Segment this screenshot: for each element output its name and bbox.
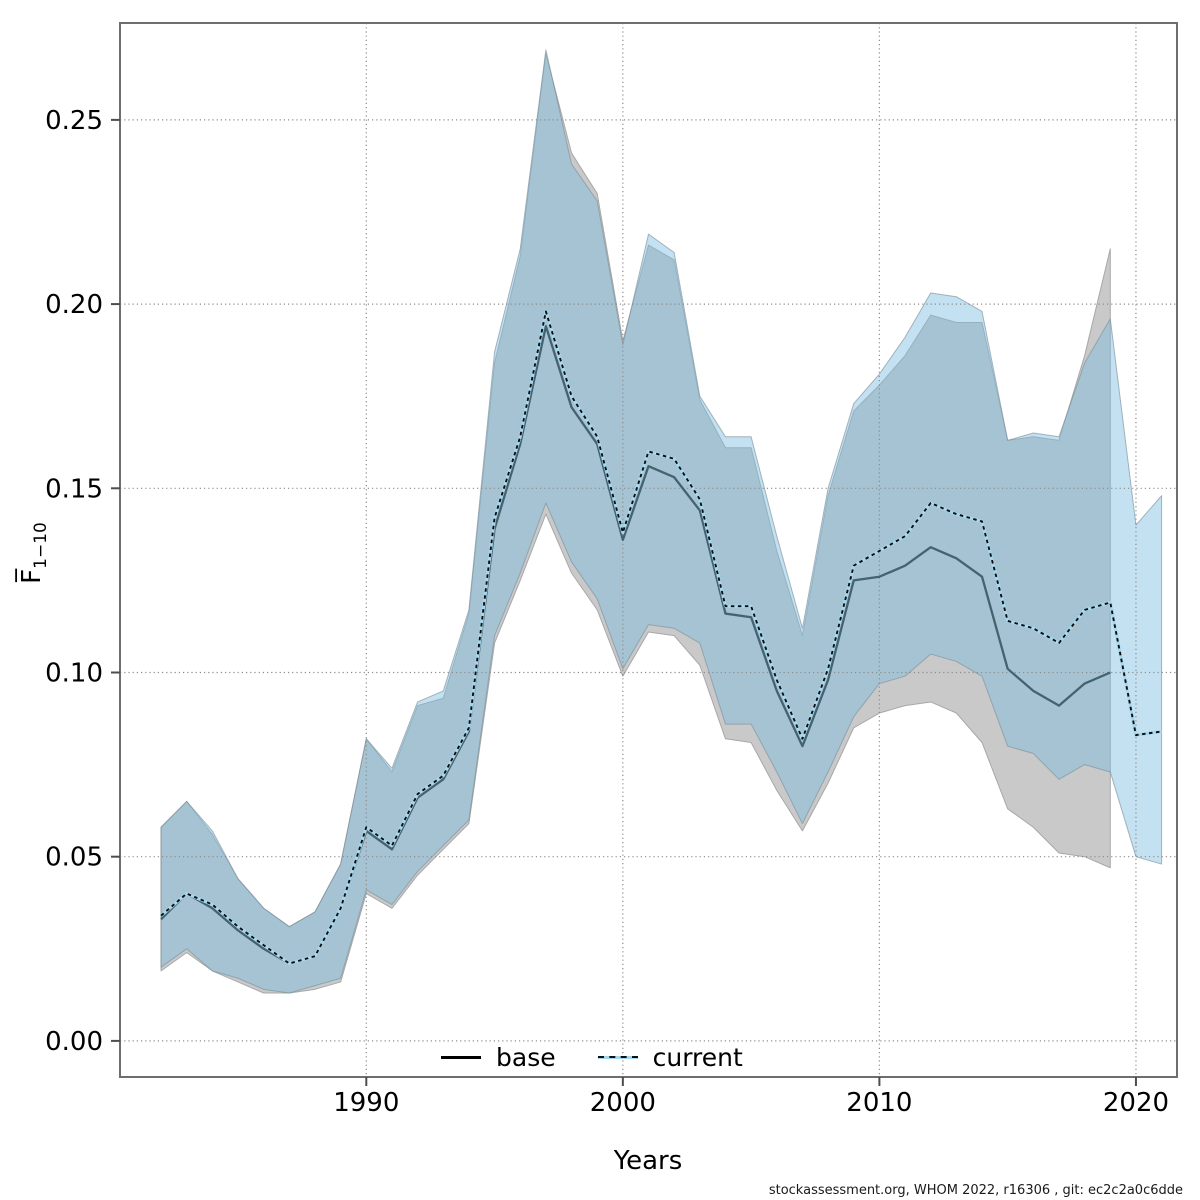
legend-label-base: base: [496, 1042, 556, 1072]
x-tick-label: 2020: [1103, 1088, 1169, 1118]
x-tick-label: 2000: [590, 1088, 656, 1118]
y-tick-label: 0.00: [45, 1027, 103, 1057]
current-mean-line: [160, 310, 1162, 965]
legend-base-line-sample: [441, 1055, 481, 1059]
x-tick-label: 1990: [333, 1088, 399, 1118]
current-confidence-band: [160, 49, 1163, 994]
y-tick-label: 0.20: [45, 290, 103, 320]
watermark: stockassessment.org, WHOM 2022, r16306 ,…: [768, 1183, 1183, 1198]
legend-current-dash: [597, 1055, 638, 1058]
legend: base current: [441, 1041, 743, 1073]
y-axis-label: F̅1−10: [17, 522, 51, 584]
y-tick-label: 0.15: [45, 474, 103, 504]
y-axis-label-main: F̅: [16, 568, 47, 584]
x-tick-label: 2010: [846, 1088, 912, 1118]
base-confidence-band: [160, 53, 1111, 994]
y-tick-label: 0.25: [45, 106, 103, 136]
legend-current-line-sample: [597, 1055, 638, 1060]
plot-border: [119, 22, 1178, 1078]
y-axis-label-subscript: 1−10: [31, 522, 52, 569]
legend-label-current: current: [652, 1042, 743, 1072]
x-axis-label: Years: [613, 1146, 683, 1176]
y-tick-label: 0.05: [45, 843, 103, 873]
y-tick-label: 0.10: [45, 658, 103, 688]
